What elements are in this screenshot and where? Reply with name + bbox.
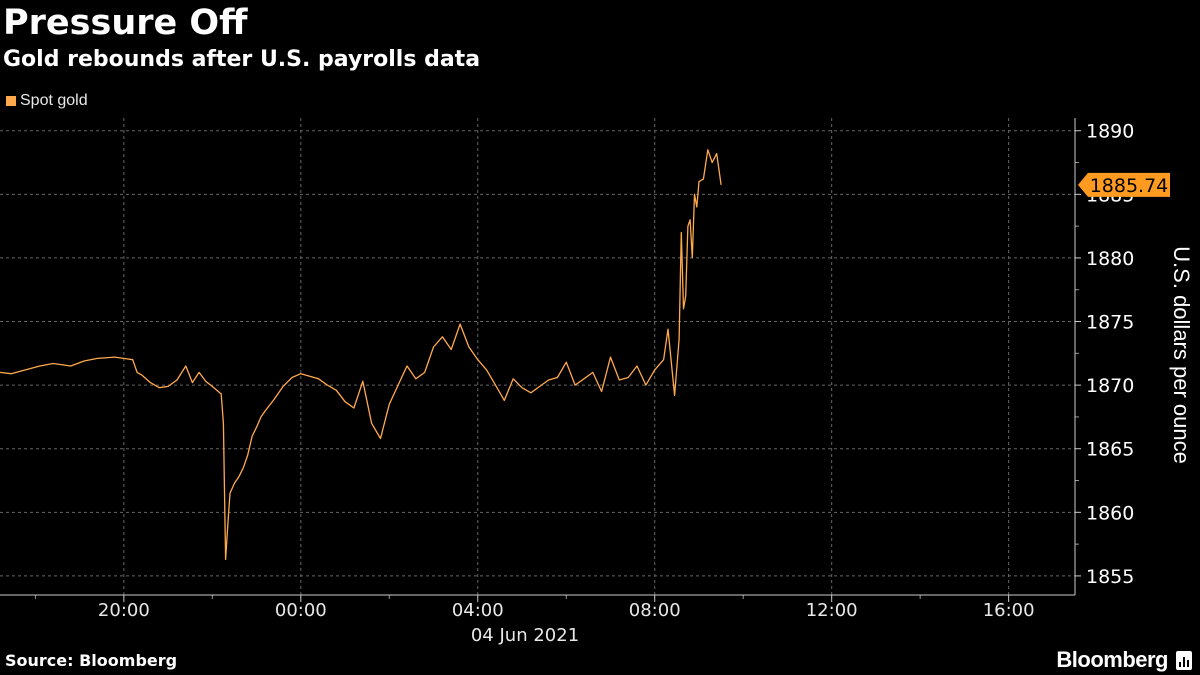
x-tick-label: 16:00 xyxy=(983,600,1035,621)
x-tick-label: 00:00 xyxy=(275,600,327,621)
legend-label: Spot gold xyxy=(20,92,88,109)
x-tick-label: 04:00 xyxy=(452,600,504,621)
x-axis-date-label: 04 Jun 2021 xyxy=(471,625,579,646)
axes xyxy=(0,118,1081,602)
x-tick-label: 20:00 xyxy=(98,600,150,621)
y-tick-label: 1870 xyxy=(1086,375,1134,397)
legend: Spot gold xyxy=(6,90,88,112)
y-axis-label: U.S. dollars per ounce xyxy=(1169,246,1194,464)
chart-title: Pressure Off xyxy=(3,3,248,43)
x-tick-label: 12:00 xyxy=(806,600,858,621)
tick-labels: 1855186018651870187518801885189020:0000:… xyxy=(98,121,1134,621)
legend-swatch xyxy=(6,96,16,106)
brand-logo-text: Bloomberg xyxy=(1056,647,1168,672)
last-value-label: 1885.74 xyxy=(1090,175,1169,197)
chart-subtitle: Gold rebounds after U.S. payrolls data xyxy=(3,47,481,72)
y-tick-label: 1875 xyxy=(1086,312,1134,334)
grid-lines xyxy=(0,118,1075,595)
y-tick-label: 1860 xyxy=(1086,502,1134,524)
series-line-spot-gold xyxy=(0,149,722,561)
y-tick-label: 1880 xyxy=(1086,248,1134,270)
series-layer xyxy=(0,149,722,561)
y-tick-label: 1890 xyxy=(1086,121,1134,143)
last-value-badge-shape xyxy=(1078,172,1170,197)
last-value-badge: 1885.74 xyxy=(1078,172,1170,197)
brand: Bloomberg xyxy=(1056,646,1192,674)
source-note: Source: Bloomberg xyxy=(5,651,178,670)
x-tick-label: 08:00 xyxy=(629,600,681,621)
bloomberg-chart-icon xyxy=(1176,650,1192,670)
y-tick-label: 1855 xyxy=(1086,566,1134,588)
y-tick-label: 1865 xyxy=(1086,439,1134,461)
